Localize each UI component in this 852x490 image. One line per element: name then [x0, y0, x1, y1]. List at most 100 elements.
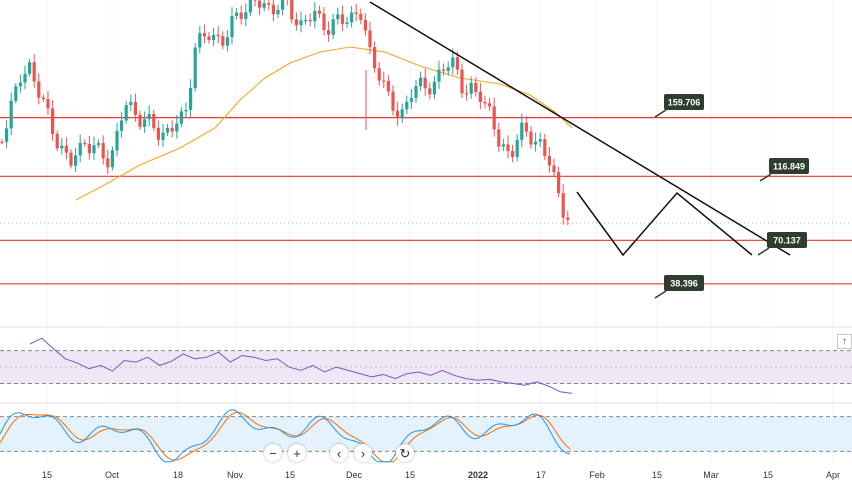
candle-body: [5, 128, 9, 142]
level-labels-layer: 159.706 116.849 70.137 38.396: [654, 94, 809, 299]
x-tick-label: Dec: [346, 470, 363, 480]
candle-body: [235, 12, 239, 17]
candle-body: [363, 19, 367, 31]
candle-body: [322, 13, 326, 31]
candle-body: [32, 62, 36, 82]
candle-body: [106, 158, 110, 168]
candle-body: [64, 145, 68, 153]
candle-body: [538, 139, 542, 142]
candle-body: [129, 102, 133, 106]
candle-body: [207, 36, 211, 41]
chevron-right-icon: ›: [360, 445, 366, 461]
candle-body: [202, 33, 206, 37]
candle-body: [166, 127, 170, 133]
x-tick-label: Apr: [826, 470, 840, 480]
candle-body: [198, 33, 202, 48]
descending-trendline: [369, 1, 791, 256]
candle-body: [478, 91, 482, 102]
stochastic-pane: [0, 402, 852, 463]
candle-body: [345, 22, 349, 24]
candle-body: [74, 155, 78, 166]
candle-body: [0, 141, 4, 144]
candle-body: [28, 62, 32, 74]
pane-scroll-up-button[interactable]: ↑: [837, 334, 852, 349]
candle-body: [465, 93, 469, 95]
candle-body: [41, 97, 45, 100]
candle-body: [460, 69, 464, 94]
reset-chart-button[interactable]: ↻: [396, 444, 414, 462]
moving-average-layer: [75, 46, 573, 201]
candle-body: [239, 12, 243, 19]
candle-body: [557, 172, 561, 194]
candle-body: [258, 0, 262, 8]
candle-body: [193, 47, 197, 88]
zoom-in-button[interactable]: +: [288, 444, 306, 462]
candle-body: [419, 77, 423, 87]
candle-body: [437, 69, 441, 82]
x-tick-label: Feb: [589, 470, 605, 480]
candle-body: [138, 114, 142, 127]
stochastic-k-line: [0, 409, 571, 463]
candle-body: [83, 142, 87, 145]
candle-body: [216, 34, 220, 37]
candle-body: [271, 4, 275, 15]
candle-body: [78, 142, 82, 156]
candle-body: [14, 86, 18, 101]
x-tick-label: Mar: [703, 470, 719, 480]
x-tick-label: 15: [285, 470, 295, 480]
grid-lines: [46, 0, 834, 463]
candle-body: [37, 81, 41, 98]
zoom-out-button[interactable]: −: [264, 444, 282, 462]
candle-body: [170, 127, 174, 132]
candle-body: [423, 77, 427, 89]
horizontal-levels: [0, 117, 852, 285]
candle-body: [373, 47, 377, 69]
scroll-left-button[interactable]: ‹: [330, 444, 348, 462]
candle-body: [469, 82, 473, 94]
candle-body: [432, 81, 436, 95]
candle-body: [382, 80, 386, 82]
candle-body: [497, 129, 501, 147]
candle-body: [566, 217, 570, 220]
candle-body: [60, 145, 64, 149]
toolbar-spacer: [312, 444, 324, 464]
chart-toolbar: − + ‹ › ↻: [264, 444, 414, 464]
candle-body: [18, 82, 22, 87]
candle-body: [175, 123, 179, 132]
candle-body: [520, 122, 524, 140]
candle-body: [405, 101, 409, 110]
chevron-left-icon: ‹: [336, 445, 342, 461]
candle-body: [281, 0, 285, 10]
level-label-leader: [759, 173, 772, 182]
candle-body: [55, 134, 59, 149]
candles-layer: [0, 0, 570, 226]
scroll-right-button[interactable]: ›: [354, 444, 372, 462]
candle-body: [396, 110, 400, 119]
candle-body: [428, 88, 432, 95]
candle-body: [483, 101, 487, 104]
candle-body: [299, 20, 303, 26]
candle-body: [51, 108, 55, 135]
rsi-pane: [0, 326, 852, 394]
candle-body: [221, 36, 225, 46]
candle-body: [561, 193, 565, 218]
candle-body: [23, 73, 27, 83]
projected-path: [576, 191, 753, 257]
candle-body: [524, 122, 528, 132]
level-label: 159.706: [668, 98, 701, 108]
candle-body: [9, 100, 13, 129]
stochastic-d-line: [0, 411, 571, 463]
x-tick-label: Nov: [227, 470, 244, 480]
candle-body: [350, 12, 354, 23]
candle-body: [120, 120, 124, 131]
candle-body: [294, 19, 298, 26]
candle-body: [547, 155, 551, 166]
candle-body: [492, 106, 496, 130]
x-tick-label: 15: [652, 470, 662, 480]
reset-icon: ↻: [399, 445, 411, 461]
candle-body: [451, 57, 455, 68]
candle-body: [276, 9, 280, 15]
candle-body: [354, 12, 358, 14]
